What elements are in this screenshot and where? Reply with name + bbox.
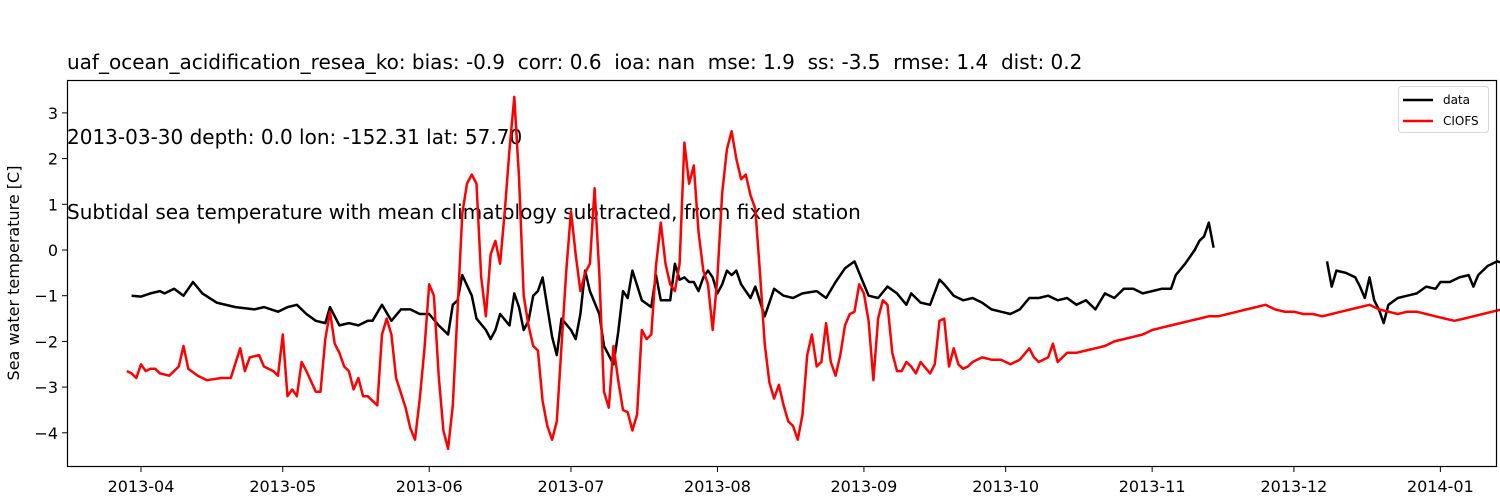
legend-label-data: data [1443, 93, 1470, 107]
x-tick-label: 2014-01 [1407, 477, 1474, 496]
axes-frame [66, 79, 1498, 468]
x-axis: 2013-04 2013-05 2013-06 2013-07 2013-08 2013-… [108, 466, 1474, 496]
y-tick-label: 3 [48, 104, 58, 123]
title-description-line: Subtidal sea temperature with mean clima… [67, 200, 861, 224]
chart-title: uaf_ocean_acidification_resea_ko: bias: … [67, 0, 1082, 250]
y-tick-label: 2 [48, 150, 58, 169]
title-location-line: 2013-03-30 depth: 0.0 lon: -152.31 lat: … [67, 125, 523, 149]
y-tick-label: 1 [48, 195, 58, 214]
title-stats-line: uaf_ocean_acidification_resea_ko: bias: … [67, 50, 1083, 74]
series-line-data [131, 221, 1215, 366]
x-tick-label: 2013-07 [538, 477, 605, 496]
y-axis-label: Sea water temperature [C] [4, 166, 23, 381]
x-tick-label: 2013-09 [830, 477, 897, 496]
x-tick-label: 2013-05 [249, 477, 316, 496]
x-tick-label: 2013-08 [684, 477, 751, 496]
x-tick-label: 2013-04 [108, 477, 175, 496]
x-tick-label: 2013-06 [396, 477, 463, 496]
series-line-ciofs [126, 95, 1500, 451]
y-axis: 3 2 1 0 −1 −2 −3 −4 [34, 104, 68, 443]
x-tick-label: 2013-12 [1260, 477, 1327, 496]
legend-label-ciofs: CIOFS [1443, 114, 1479, 128]
y-tick-label: −1 [34, 287, 58, 306]
y-tick-label: −2 [34, 332, 58, 351]
legend: data CIOFS [1398, 86, 1489, 133]
y-tick-label: −3 [34, 378, 58, 397]
y-tick-label: 0 [48, 241, 58, 260]
plot-area [126, 95, 1500, 451]
y-tick-label: −4 [34, 424, 58, 443]
x-tick-label: 2013-11 [1119, 477, 1186, 496]
series-line-data [1325, 260, 1500, 325]
x-tick-label: 2013-10 [972, 477, 1039, 496]
